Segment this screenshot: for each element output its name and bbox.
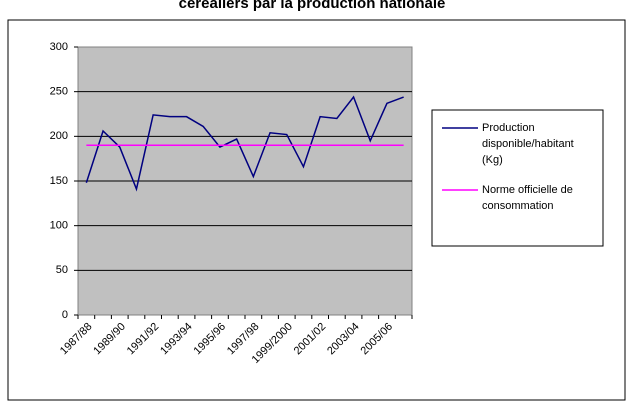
y-tick-label: 250 bbox=[50, 86, 68, 98]
y-tick-label: 300 bbox=[50, 41, 68, 53]
legend-box bbox=[431, 109, 604, 247]
y-tick-label: 0 bbox=[62, 309, 68, 321]
legend-line: disponible/habitant bbox=[482, 138, 574, 150]
legend-line: (Kg) bbox=[482, 154, 503, 166]
legend-label: Norme officielle de consommation bbox=[482, 184, 573, 212]
y-tick-label: 100 bbox=[50, 220, 68, 232]
y-tick-label: 50 bbox=[56, 264, 68, 276]
legend-line: Production bbox=[482, 122, 535, 134]
y-tick-label: 200 bbox=[50, 130, 68, 142]
y-tick-label: 150 bbox=[50, 175, 68, 187]
legend-line: consommation bbox=[482, 200, 554, 212]
legend-line: Norme officielle de bbox=[482, 184, 573, 196]
chart-title: céréaliers par la production nationale bbox=[179, 0, 446, 12]
legend-label: Production disponible/habitant (Kg) bbox=[482, 122, 574, 166]
series-line bbox=[85, 95, 404, 192]
